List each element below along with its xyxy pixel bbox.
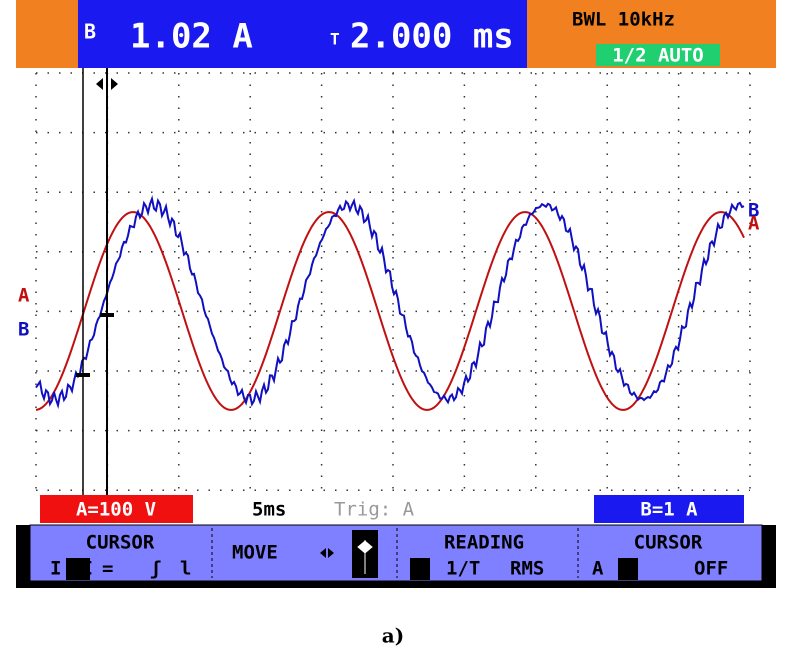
time-symbol: T (330, 30, 340, 49)
caption: a) (382, 624, 404, 648)
menu-option[interactable]: ʃ (150, 558, 161, 580)
menu-option[interactable]: RMS (510, 558, 544, 580)
menu-cursor-select[interactable]: CURSOR A B OFF (592, 532, 728, 581)
timebase: 5ms (252, 499, 286, 521)
menu-option[interactable]: 1/T (446, 558, 480, 580)
menu-option[interactable]: A (592, 558, 604, 580)
channel-a-box (40, 495, 193, 523)
waveform-b (35, 195, 745, 410)
menu-option[interactable]: OFF (694, 558, 728, 580)
selected-option-box (618, 558, 638, 580)
menu-reading[interactable]: READING T 1/T RMS (410, 532, 544, 581)
move-icon-selected (357, 540, 373, 574)
cursor-marker (100, 313, 114, 317)
channel-b-box (594, 495, 744, 523)
top-reading-panel (78, 0, 527, 68)
menu-bar (29, 524, 763, 582)
plot-area (16, 68, 776, 525)
menu-cursor[interactable]: CURSOR I II = ʃ l (50, 532, 191, 581)
cursor-move-icon (96, 78, 118, 90)
menu-option[interactable]: I (50, 558, 61, 580)
menu-option[interactable]: = (102, 558, 113, 580)
time-reading: 2.000 ms (350, 17, 514, 57)
menu-option-selected[interactable]: T (414, 558, 425, 580)
amplitude-reading: 1.02 A (130, 17, 253, 57)
menu-move[interactable]: MOVE (232, 530, 378, 578)
menu-title[interactable]: MOVE (232, 542, 278, 564)
channel-label: B (84, 20, 96, 44)
menu-title[interactable]: CURSOR (634, 532, 703, 554)
marker-a-right: A (748, 213, 760, 235)
top-left-panel (16, 0, 78, 68)
menu-option[interactable]: l (180, 558, 191, 580)
menu-title[interactable]: READING (444, 532, 524, 554)
trigger: Trig: A (334, 499, 415, 521)
cursor-marker (76, 373, 90, 377)
bandwidth-label: BWL 10kHz (572, 9, 675, 31)
marker-b-right: B (748, 200, 759, 222)
marker-b-left: B (18, 319, 29, 341)
mode-badge (596, 44, 720, 66)
channel-a-scale: A=100 V (76, 499, 156, 521)
menu-option-selected[interactable]: II (70, 558, 93, 580)
marker-a-left: A (18, 285, 30, 307)
move-icon (320, 548, 334, 558)
channel-b-scale: B=1 A (640, 499, 698, 521)
menu-title[interactable]: CURSOR (86, 532, 155, 554)
selected-option-box (410, 558, 430, 580)
mode-label: 1/2 AUTO (612, 45, 704, 67)
waveform-a (35, 211, 745, 411)
selected-option-box (66, 558, 90, 580)
menu-option-selected[interactable]: B (622, 558, 633, 580)
